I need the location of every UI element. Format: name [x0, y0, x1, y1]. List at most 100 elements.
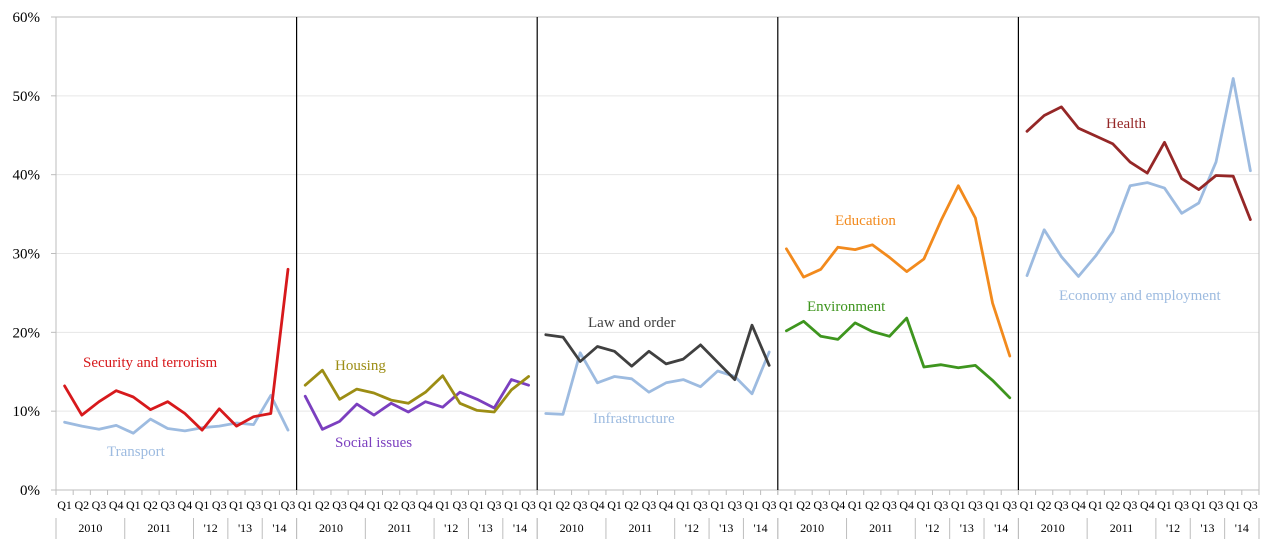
series-label: Education	[835, 213, 896, 229]
x-tick-label: Q1	[504, 498, 519, 512]
x-year-label: '13	[479, 521, 493, 535]
x-tick-label: Q3	[453, 498, 468, 512]
x-year-label: '13	[960, 521, 974, 535]
y-tick-label: 30%	[13, 247, 41, 263]
x-tick-label: Q4	[590, 498, 605, 512]
x-tick-label: Q1	[917, 498, 932, 512]
x-tick-label: Q1	[229, 498, 244, 512]
x-year-label: 2011	[1110, 521, 1134, 535]
x-tick-label: Q2	[556, 498, 571, 512]
x-tick-label: Q1	[607, 498, 622, 512]
x-year-label: 2010	[560, 521, 584, 535]
y-tick-label: 20%	[13, 325, 41, 341]
y-tick-label: 10%	[13, 404, 41, 420]
x-tick-label: Q1	[710, 498, 725, 512]
x-tick-label: Q3	[762, 498, 777, 512]
x-tick-label: Q3	[1209, 498, 1224, 512]
x-tick-label: Q1	[538, 498, 553, 512]
x-year-label: 2011	[388, 521, 412, 535]
series-label: Housing	[335, 358, 386, 374]
series-line	[1025, 105, 1252, 222]
x-year-label: '13	[719, 521, 733, 535]
x-tick-label: Q1	[367, 498, 382, 512]
x-tick-label: Q3	[212, 498, 227, 512]
x-tick-label: Q1	[848, 498, 863, 512]
x-tick-label: Q3	[1123, 498, 1138, 512]
series-line	[63, 393, 290, 435]
x-year-label: '12	[444, 521, 458, 535]
x-tick-label: Q4	[899, 498, 914, 512]
x-year-label: '12	[1166, 521, 1180, 535]
x-tick-label: Q3	[281, 498, 296, 512]
x-year-label: 2010	[1041, 521, 1065, 535]
x-tick-label: Q3	[968, 498, 983, 512]
x-tick-label: Q3	[573, 498, 588, 512]
x-year-label: '12	[925, 521, 939, 535]
x-tick-label: Q3	[934, 498, 949, 512]
x-tick-label: Q3	[332, 498, 347, 512]
x-tick-label: Q3	[693, 498, 708, 512]
x-tick-label: Q1	[435, 498, 450, 512]
x-year-label: '13	[1200, 521, 1214, 535]
x-year-label: '14	[272, 521, 286, 535]
y-tick-label: 0%	[20, 483, 40, 499]
series-label: Health	[1106, 116, 1146, 132]
x-tick-label: Q4	[659, 498, 674, 512]
series-label: Environment	[807, 299, 886, 315]
x-tick-label: Q1	[470, 498, 485, 512]
x-year-label: 2011	[629, 521, 653, 535]
x-tick-label: Q3	[1174, 498, 1189, 512]
x-tick-label: Q2	[143, 498, 158, 512]
x-tick-label: Q2	[315, 498, 330, 512]
x-tick-label: Q3	[487, 498, 502, 512]
x-tick-label: Q3	[1054, 498, 1069, 512]
x-tick-label: Q4	[831, 498, 846, 512]
series-line	[1025, 77, 1252, 278]
x-tick-label: Q1	[1157, 498, 1172, 512]
x-tick-label: Q3	[160, 498, 175, 512]
y-tick-label: 40%	[13, 168, 41, 184]
x-tick-label: Q2	[624, 498, 639, 512]
x-tick-label: Q1	[126, 498, 141, 512]
x-tick-label: Q1	[1020, 498, 1035, 512]
series-line	[303, 368, 530, 414]
x-tick-label: Q1	[676, 498, 691, 512]
x-tick-label: Q3	[882, 498, 897, 512]
series-layer	[63, 77, 1252, 435]
x-tick-label: Q3	[521, 498, 536, 512]
series-line	[785, 316, 1012, 400]
series-label: Security and terrorism	[83, 355, 217, 371]
series-label: Economy and employment	[1059, 288, 1221, 304]
x-tick-label: Q3	[1243, 498, 1258, 512]
x-tick-label: Q1	[1088, 498, 1103, 512]
x-tick-label: Q2	[384, 498, 399, 512]
x-tick-label: Q3	[642, 498, 657, 512]
series-label-layer: Security and terrorism Transport Housing So…	[83, 116, 1221, 460]
grid-layer	[56, 16, 1259, 412]
x-year-label: '12	[204, 521, 218, 535]
x-tick-label: Q3	[246, 498, 261, 512]
series-label: Social issues	[335, 435, 412, 451]
x-tick-label: Q2	[74, 498, 89, 512]
x-tick-label: Q1	[951, 498, 966, 512]
x-tick-label: Q4	[1071, 498, 1086, 512]
x-year-label: '13	[238, 521, 252, 535]
series-label: Law and order	[588, 315, 675, 331]
x-tick-label: Q3	[813, 498, 828, 512]
x-tick-label: Q3	[92, 498, 107, 512]
series-line	[303, 378, 530, 431]
x-tick-label: Q4	[178, 498, 193, 512]
x-year-label: 2010	[319, 521, 343, 535]
x-tick-label: Q1	[779, 498, 794, 512]
x-tick-label: Q4	[109, 498, 124, 512]
x-year-label: '12	[685, 521, 699, 535]
x-tick-label: Q4	[1140, 498, 1155, 512]
x-tick-label: Q1	[985, 498, 1000, 512]
x-tick-label: Q3	[401, 498, 416, 512]
series-label: Infrastructure	[593, 411, 675, 427]
series-line	[544, 323, 771, 382]
x-tick-label: Q1	[195, 498, 210, 512]
series-line	[63, 267, 290, 432]
x-tick-label: Q2	[1106, 498, 1121, 512]
